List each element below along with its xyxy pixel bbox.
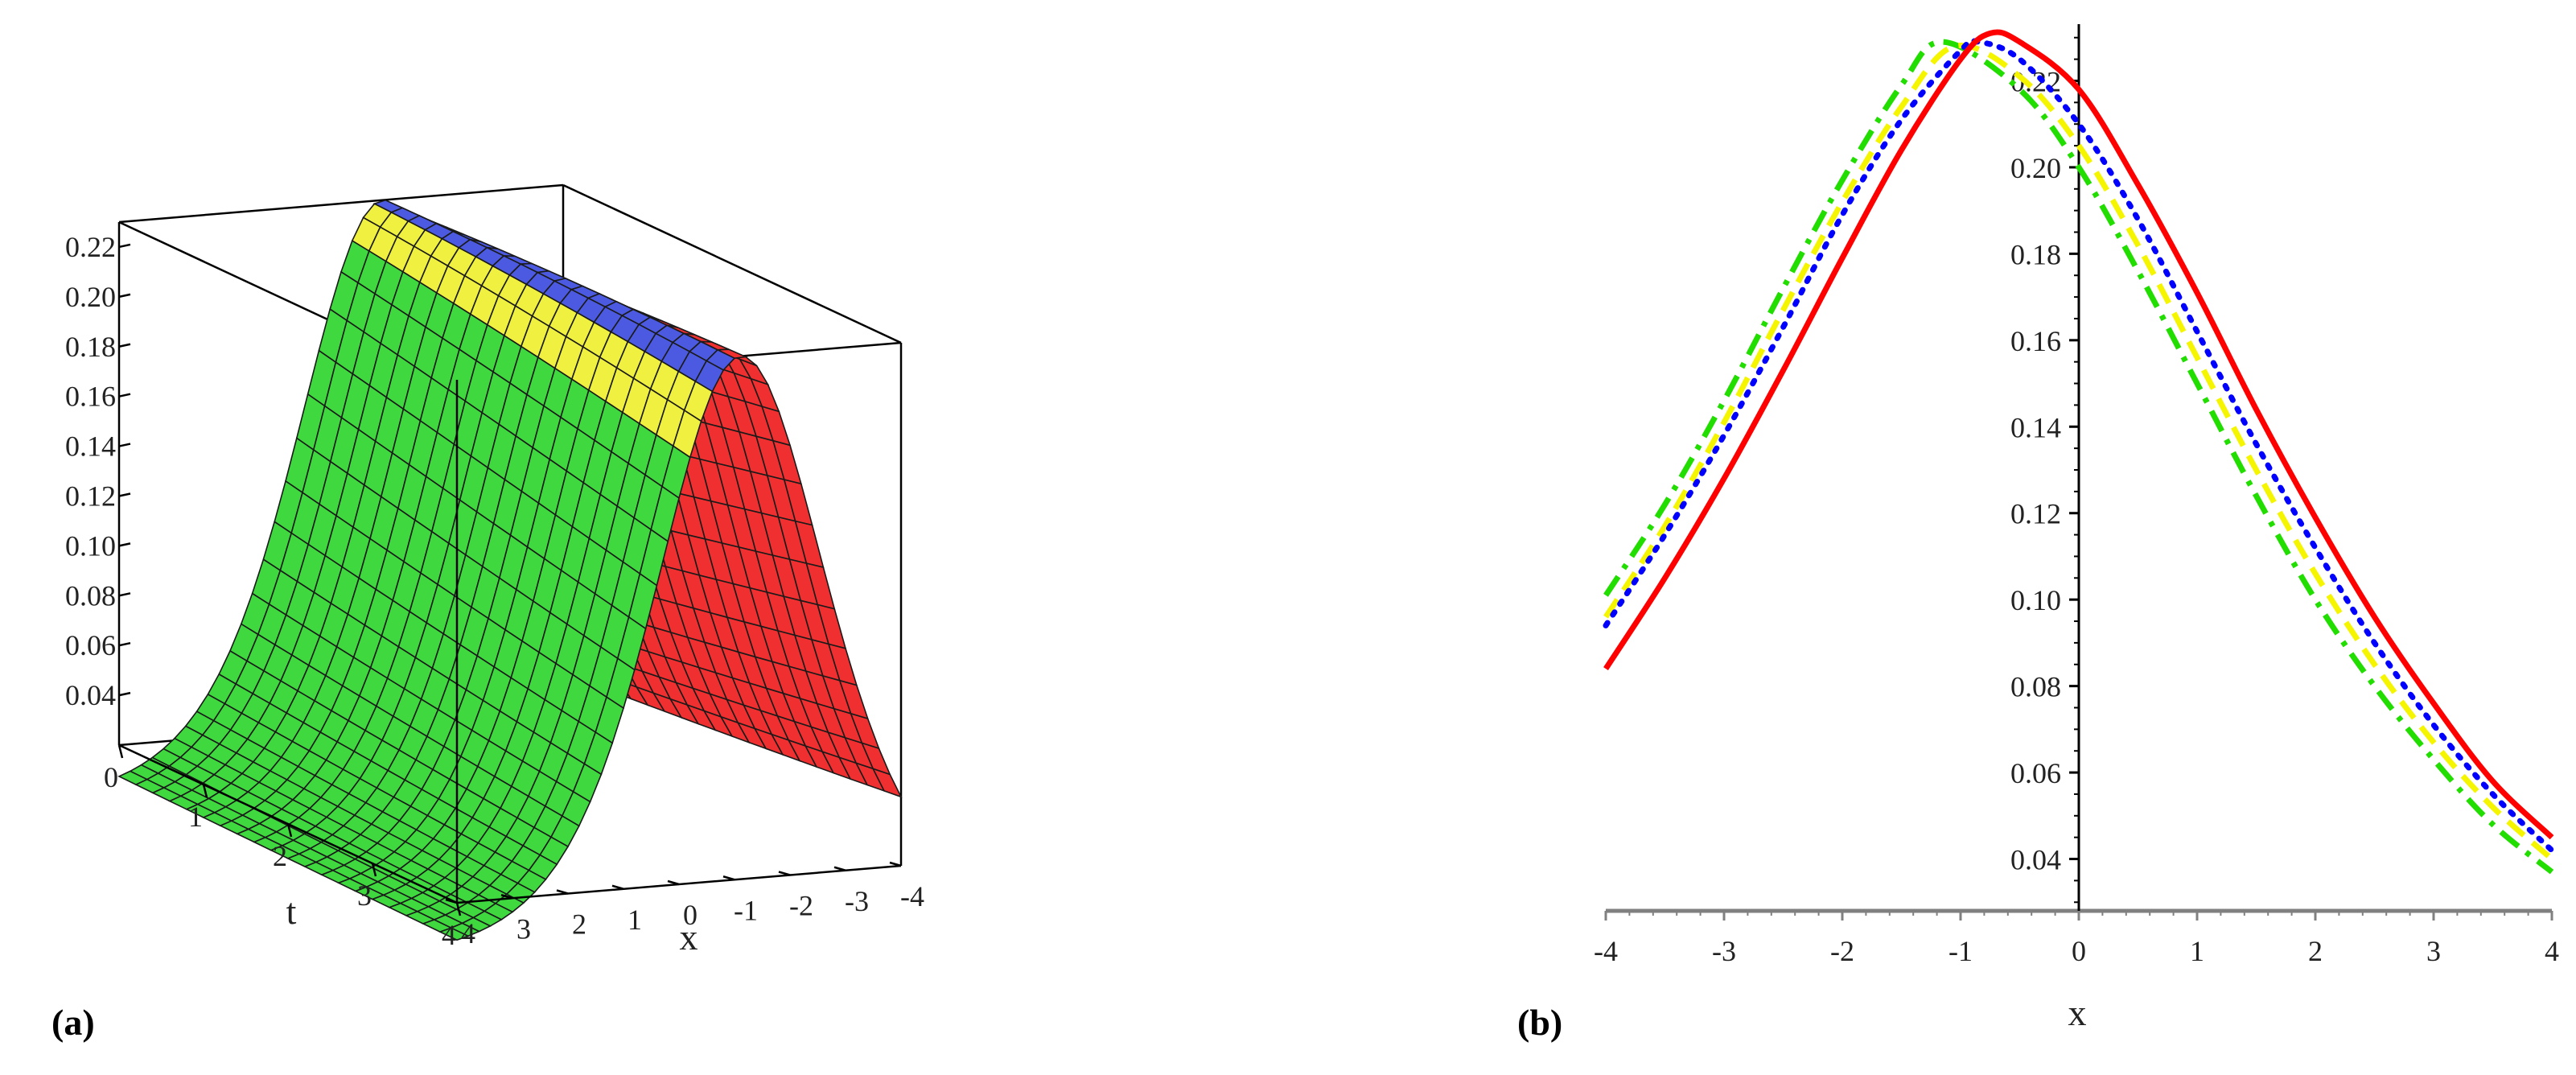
surface-axes: 0.22 0.20 0.18 0.16 0.14 0.12 0.10 0.08 0.06 0.04… bbox=[65, 231, 924, 951]
z-tick-mark bbox=[118, 293, 131, 299]
y-tick-label: 0.14 bbox=[2010, 411, 2061, 443]
y-tick-label: 0.18 bbox=[2010, 238, 2061, 270]
x-tick-mark bbox=[556, 889, 569, 895]
box-edge bbox=[118, 183, 564, 224]
y-tick-label: 0.04 bbox=[2010, 844, 2061, 876]
t-tick-mark bbox=[286, 823, 293, 838]
surface-x-axis-title: x bbox=[680, 916, 698, 958]
t-tick-label: 4 bbox=[442, 919, 456, 951]
x-tick-mark bbox=[667, 879, 680, 886]
z-tick-mark bbox=[118, 691, 131, 697]
line-axes: -4 -3 -2 -1 0 1 2 3 4 0.04 0.06 0.08 0.10 0.12 0.14 0.1… bbox=[1594, 24, 2559, 967]
z-tick-label: 0.14 bbox=[65, 430, 116, 463]
panel-a-label: (a) bbox=[51, 1002, 95, 1043]
y-tick-label: 0.12 bbox=[2010, 498, 2061, 530]
x-tick-label: -2 bbox=[789, 890, 813, 922]
t-tick-mark bbox=[371, 863, 377, 877]
x-tick-mark bbox=[611, 884, 624, 890]
z-tick-label: 0.18 bbox=[65, 331, 116, 363]
x-tick-label: 3 bbox=[516, 912, 531, 945]
x-tick-label: -1 bbox=[734, 894, 758, 926]
series-line-dashdot bbox=[1603, 39, 2554, 875]
t-tick-label: 1 bbox=[188, 801, 203, 833]
x-tick-mark bbox=[445, 898, 458, 904]
z-tick-mark bbox=[118, 542, 131, 547]
z-tick-label: 0.16 bbox=[65, 381, 116, 413]
t-tick-label: 2 bbox=[273, 840, 287, 872]
y-tick-label: 0.16 bbox=[2010, 325, 2061, 357]
x-tick-label: 3 bbox=[2426, 935, 2441, 967]
z-tick-mark bbox=[118, 243, 131, 249]
z-tick-label: 0.06 bbox=[65, 629, 116, 661]
panel-b-label: (b) bbox=[1517, 1002, 1562, 1043]
z-tick-label: 0.08 bbox=[65, 579, 116, 612]
z-tick-mark bbox=[118, 641, 131, 647]
x-tick-label: 2 bbox=[2308, 935, 2323, 967]
surface-patch bbox=[438, 927, 470, 941]
t-tick-mark bbox=[117, 744, 124, 759]
surface bbox=[117, 199, 903, 941]
z-tick-label: 0.04 bbox=[65, 679, 116, 711]
x-tick-label: 0 bbox=[2072, 935, 2086, 967]
y-tick-label: 0.10 bbox=[2010, 584, 2061, 616]
x-tick-label: -4 bbox=[1594, 935, 1618, 967]
t-tick-mark bbox=[455, 902, 462, 916]
z-tick-label: 0.10 bbox=[65, 529, 116, 562]
t-tick-label: 0 bbox=[104, 761, 118, 793]
z-tick-mark bbox=[118, 343, 131, 348]
x-tick-mark bbox=[778, 871, 791, 876]
t-tick-label: 3 bbox=[357, 879, 372, 912]
x-tick-mark bbox=[833, 866, 846, 871]
z-tick-label: 0.22 bbox=[65, 231, 116, 263]
x-tick-mark bbox=[722, 875, 735, 881]
z-tick-mark bbox=[118, 393, 131, 397]
line-x-axis-title: x bbox=[2068, 992, 2087, 1033]
panel-b-line-plot: -4 -3 -2 -1 0 1 2 3 4 0.04 0.06 0.08 0.10 0.12 0.14 0.1… bbox=[1594, 24, 2559, 1033]
x-tick-mark bbox=[889, 861, 902, 867]
box-edge bbox=[118, 743, 458, 904]
series-line-solid bbox=[1603, 29, 2554, 840]
series-line-dotted bbox=[1603, 38, 2555, 854]
x-tick-label: 1 bbox=[628, 904, 642, 936]
x-tick-label: -2 bbox=[1830, 935, 1854, 967]
x-tick-label: 2 bbox=[572, 908, 586, 941]
y-tick-label: 0.20 bbox=[2010, 152, 2061, 184]
x-tick-label: 4 bbox=[2545, 935, 2559, 967]
x-tick-label: -3 bbox=[1712, 935, 1736, 967]
z-tick-label: 0.20 bbox=[65, 281, 116, 313]
x-tick-label: 1 bbox=[2190, 935, 2204, 967]
x-tick-label: -1 bbox=[1948, 935, 1973, 967]
y-tick-label: 0.08 bbox=[2010, 671, 2061, 703]
panel-a-surface-plot: 0.22 0.20 0.18 0.16 0.14 0.12 0.10 0.08 0.06 0.04… bbox=[65, 183, 924, 958]
x-tick-label: -4 bbox=[900, 880, 924, 912]
x-tick-label: -3 bbox=[845, 885, 869, 917]
series-line-dashed bbox=[1603, 42, 2554, 862]
z-tick-mark bbox=[118, 592, 131, 597]
t-tick-mark bbox=[202, 784, 208, 798]
y-tick-label: 0.06 bbox=[2010, 757, 2061, 789]
z-tick-label: 0.12 bbox=[65, 480, 116, 512]
z-tick-mark bbox=[118, 443, 131, 447]
z-tick-mark bbox=[118, 492, 131, 497]
x-tick-label: 0 bbox=[683, 899, 697, 931]
box-edge bbox=[562, 183, 902, 344]
surface-t-axis-title: t bbox=[286, 891, 297, 932]
x-tick-mark bbox=[500, 894, 513, 900]
x-tick-label: 4 bbox=[461, 917, 475, 949]
line-series bbox=[1603, 29, 2555, 875]
